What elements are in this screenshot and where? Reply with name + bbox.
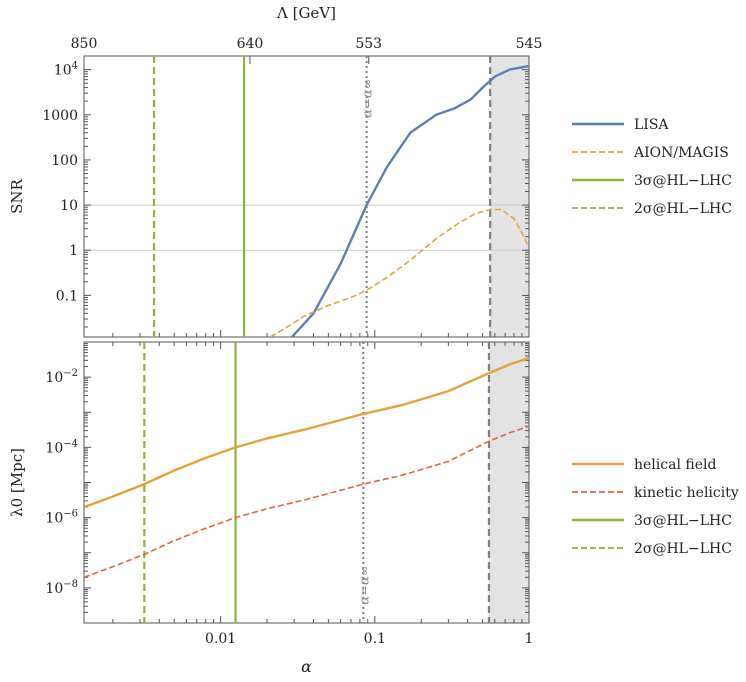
x-tick-label: 0.01 [205, 631, 236, 647]
legend-label: 2σ@HL−LHC [634, 201, 732, 217]
x-axis-label: α [301, 657, 312, 676]
legend-label: 2σ@HL−LHC [634, 541, 732, 557]
x-tick-label: 0.1 [364, 631, 386, 647]
legend-label: LISA [634, 117, 669, 133]
legend-label: AION/MAGIS [633, 145, 729, 161]
y-tick-label: 100 [51, 153, 78, 169]
alpha-infinity-label: α=α∞ [361, 78, 376, 117]
legend-label: helical field [634, 457, 716, 473]
bottom-panel: 10−2 10−4 10−6 10−8 0.01 0.1 1 α=α∞ λ0 [Mpc] α [8, 341, 534, 676]
legend-label: kinetic helicity [634, 485, 739, 501]
legends: LISA AION/MAGIS 3σ@HL−LHC 2σ@HL−LHC helical … [572, 117, 739, 557]
top-tick-label: 545 [516, 36, 543, 52]
series-line [84, 425, 529, 579]
y-tick-label: 0.1 [56, 288, 78, 304]
plot-frame [83, 55, 530, 338]
y-tick-label: 10−4 [45, 438, 78, 456]
y-tick-label: 10−8 [45, 579, 78, 597]
series-line [291, 64, 529, 337]
legend-label: 3σ@HL−LHC [634, 173, 732, 189]
y-axis-label: λ0 [Mpc] [8, 448, 26, 517]
y-minor-ticks [84, 341, 529, 624]
top-tick-label: 553 [355, 36, 382, 52]
x-minor-ticks [112, 342, 530, 623]
x-tick-label: 1 [525, 631, 534, 647]
y-tick-label: 1000 [42, 108, 78, 124]
y-tick-label: 10−2 [45, 368, 78, 386]
y-tick-label: 104 [54, 61, 78, 79]
y-tick-label: 1 [69, 243, 78, 259]
series-line [269, 208, 529, 337]
shaded-region [490, 56, 529, 337]
alpha-infinity-label: α=α∞ [357, 565, 372, 604]
top-axis-label: Λ [GeV] [276, 4, 336, 22]
x-minor-ticks [112, 330, 530, 337]
top-tick-label: 850 [71, 36, 98, 52]
series-line [84, 356, 529, 509]
top-tick-label: 640 [237, 36, 264, 52]
y-axis-label: SNR [8, 178, 26, 213]
top-panel: 104 1000 100 10 1 0.1 850 640 553 545 Λ [GeV] α=α∞ S… [8, 4, 543, 338]
y-minor-ticks [84, 55, 529, 328]
legend-label: 3σ@HL−LHC [634, 513, 732, 529]
y-tick-label: 10 [60, 198, 78, 214]
y-tick-label: 10−6 [45, 509, 78, 527]
